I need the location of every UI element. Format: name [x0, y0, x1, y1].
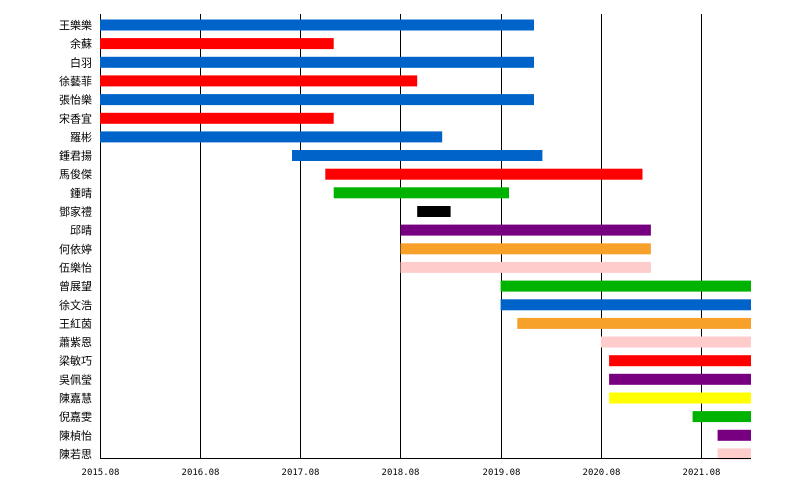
bar: [333, 187, 509, 199]
bar: [100, 19, 534, 31]
bar: [500, 299, 751, 311]
x-axis: 2015.08 2016.08 2017.08 2018.08 2019.08 2020.…: [82, 458, 751, 478]
row-label: 宋香宜: [59, 111, 92, 125]
x-tick-label: 2020.08: [583, 468, 621, 478]
row-label: 邱晴: [70, 224, 92, 237]
row-labels: 王樂樂余蘇白羽徐藝菲張怡樂宋香宜羅彬鍾君揚馬俊傑鍾晴鄧家禮邱晴何依婷伍樂怡曾展望…: [59, 18, 92, 461]
bar: [609, 355, 751, 367]
row-label: 徐文浩: [59, 298, 92, 312]
row-label: 馬俊傑: [59, 167, 92, 181]
bar: [692, 411, 751, 423]
row-label: 陳楨怡: [59, 428, 92, 442]
row-label: 張怡樂: [59, 93, 92, 107]
bar: [100, 56, 534, 68]
bar: [325, 168, 643, 180]
bar: [100, 94, 534, 106]
x-tick-label: 2021.08: [683, 468, 721, 478]
row-label: 梁敏巧: [59, 354, 92, 368]
bar: [609, 392, 751, 404]
x-tick-label: 2016.08: [182, 468, 220, 478]
row-label: 鍾君揚: [59, 149, 92, 163]
row-label: 吳佩瑩: [59, 372, 92, 386]
bar: [292, 150, 543, 161]
row-label: 蕭紫恩: [59, 336, 92, 349]
bar: [100, 131, 443, 143]
bar: [100, 112, 334, 124]
bar: [417, 206, 451, 217]
row-label: 何依婷: [59, 242, 92, 256]
bar: [100, 75, 418, 87]
row-label: 陳嘉慧: [59, 391, 92, 405]
x-tick-label: 2019.08: [483, 468, 521, 478]
bar: [600, 336, 751, 348]
x-tick-label: 2017.08: [282, 468, 320, 478]
bar: [100, 38, 334, 50]
row-label: 白羽: [70, 55, 92, 69]
row-label: 鍾晴: [70, 186, 92, 200]
bar: [717, 448, 751, 460]
row-label: 余蘇: [70, 37, 92, 51]
row-label: 陳若思: [59, 448, 92, 461]
x-tick-label: 2018.08: [382, 468, 420, 478]
bar: [500, 280, 751, 292]
x-tick-label: 2015.08: [82, 468, 120, 478]
row-label: 王樂樂: [59, 18, 92, 32]
row-label: 徐藝菲: [59, 74, 92, 88]
bar: [609, 373, 751, 385]
gridlines: [100, 14, 702, 458]
row-label: 伍樂怡: [59, 260, 92, 274]
bar: [400, 261, 651, 273]
row-label: 羅彬: [70, 131, 92, 144]
bar: [400, 224, 651, 236]
row-label: 曾展望: [59, 279, 92, 293]
row-label: 倪嘉雯: [59, 410, 92, 424]
row-label: 鄧家禮: [59, 205, 92, 219]
bars: [100, 19, 751, 460]
row-label: 王紅茵: [59, 317, 92, 330]
bar: [717, 429, 751, 441]
bar: [517, 317, 751, 329]
bar: [400, 243, 651, 255]
